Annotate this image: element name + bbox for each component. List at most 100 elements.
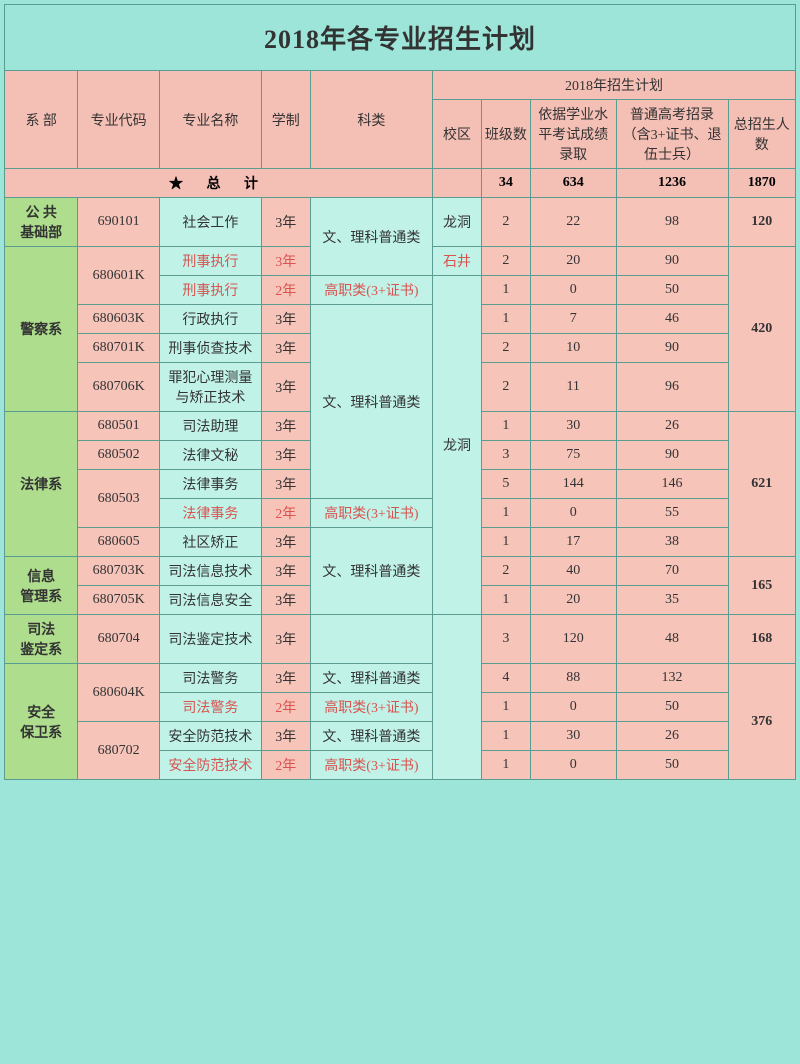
dept-cell: 警察系 [5, 247, 78, 412]
table-row: 司法 鉴定系 680704 司法鉴定技术 3年 3 120 48 168 [5, 615, 796, 664]
bylevel-cell: 75 [530, 441, 616, 470]
name-cell: 法律事务 [159, 470, 261, 499]
years-cell: 3年 [261, 586, 310, 615]
table-row: 安全 保卫系 680604K 司法警务 3年 文、理科普通类 4 88 132 … [5, 664, 796, 693]
years-cell: 3年 [261, 363, 310, 412]
byexam-cell: 46 [616, 305, 728, 334]
total-cell: 165 [728, 557, 795, 615]
code-cell: 680704 [78, 615, 160, 664]
table-wrapper: 2018年各专业招生计划 系 部 专业代码 专业名称 学制 科类 2018年招生… [0, 0, 800, 784]
subject-cell: 文、理科普通类 [310, 722, 432, 751]
classes-cell: 2 [481, 334, 530, 363]
bylevel-cell: 11 [530, 363, 616, 412]
table-row: 公 共 基础部 690101 社会工作 3年 文、理科普通类 龙洞 2 22 9… [5, 198, 796, 247]
code-cell: 680706K [78, 363, 160, 412]
byexam-cell: 132 [616, 664, 728, 693]
code-cell: 680601K [78, 247, 160, 305]
bylevel-cell: 22 [530, 198, 616, 247]
classes-cell: 1 [481, 412, 530, 441]
col-byexam: 普通高考招录（含3+证书、退伍士兵） [616, 100, 728, 169]
bylevel-cell: 30 [530, 722, 616, 751]
bylevel-cell: 88 [530, 664, 616, 693]
code-cell: 680701K [78, 334, 160, 363]
bylevel-cell: 10 [530, 334, 616, 363]
col-subject: 科类 [310, 71, 432, 169]
code-cell: 680604K [78, 664, 160, 722]
bylevel-cell: 120 [530, 615, 616, 664]
subject-cell: 高职类(3+证书) [310, 751, 432, 780]
bylevel-cell: 0 [530, 751, 616, 780]
years-cell: 3年 [261, 412, 310, 441]
code-cell: 690101 [78, 198, 160, 247]
code-cell: 680705K [78, 586, 160, 615]
years-cell: 3年 [261, 557, 310, 586]
bylevel-cell: 144 [530, 470, 616, 499]
col-classes: 班级数 [481, 100, 530, 169]
years-cell: 3年 [261, 528, 310, 557]
years-cell: 2年 [261, 499, 310, 528]
dept-cell: 司法 鉴定系 [5, 615, 78, 664]
name-cell: 司法警务 [159, 693, 261, 722]
years-cell: 3年 [261, 470, 310, 499]
campus-cell [433, 615, 482, 780]
bylevel-cell: 0 [530, 499, 616, 528]
name-cell: 刑事侦查技术 [159, 334, 261, 363]
bylevel-cell: 17 [530, 528, 616, 557]
classes-cell: 2 [481, 198, 530, 247]
total-cell: 168 [728, 615, 795, 664]
classes-cell: 2 [481, 557, 530, 586]
classes-cell: 1 [481, 722, 530, 751]
campus-cell: 龙洞 [433, 198, 482, 247]
byexam-cell: 70 [616, 557, 728, 586]
col-name: 专业名称 [159, 71, 261, 169]
classes-cell: 3 [481, 441, 530, 470]
name-cell: 罪犯心理测量与矫正技术 [159, 363, 261, 412]
years-cell: 2年 [261, 693, 310, 722]
name-cell: 安全防范技术 [159, 751, 261, 780]
col-dept: 系 部 [5, 71, 78, 169]
byexam-cell: 90 [616, 334, 728, 363]
classes-cell: 1 [481, 499, 530, 528]
total-cell: 120 [728, 198, 795, 247]
bylevel-cell: 30 [530, 412, 616, 441]
years-cell: 2年 [261, 751, 310, 780]
classes-cell: 2 [481, 247, 530, 276]
byexam-cell: 55 [616, 499, 728, 528]
page-title: 2018年各专业招生计划 [5, 5, 796, 71]
byexam-cell: 98 [616, 198, 728, 247]
classes-cell: 1 [481, 305, 530, 334]
subject-cell: 高职类(3+证书) [310, 276, 432, 305]
classes-cell: 3 [481, 615, 530, 664]
byexam-cell: 90 [616, 441, 728, 470]
classes-cell: 2 [481, 363, 530, 412]
totals-campus [433, 169, 482, 198]
table-row: 680603K 行政执行 3年 文、理科普通类 1 7 46 [5, 305, 796, 334]
code-cell: 680603K [78, 305, 160, 334]
subject-cell: 文、理科普通类 [310, 305, 432, 499]
table-row: 680702 安全防范技术 3年 文、理科普通类 1 30 26 [5, 722, 796, 751]
name-cell: 法律事务 [159, 499, 261, 528]
years-cell: 3年 [261, 247, 310, 276]
years-cell: 3年 [261, 305, 310, 334]
code-cell: 680605 [78, 528, 160, 557]
bylevel-cell: 20 [530, 586, 616, 615]
years-cell: 2年 [261, 276, 310, 305]
years-cell: 3年 [261, 615, 310, 664]
code-cell: 680503 [78, 470, 160, 528]
totals-byexam: 1236 [616, 169, 728, 198]
code-cell: 680502 [78, 441, 160, 470]
subject-cell [310, 615, 432, 664]
years-cell: 3年 [261, 441, 310, 470]
bylevel-cell: 0 [530, 276, 616, 305]
total-cell: 621 [728, 412, 795, 557]
name-cell: 司法警务 [159, 664, 261, 693]
code-cell: 680501 [78, 412, 160, 441]
name-cell: 法律文秘 [159, 441, 261, 470]
classes-cell: 5 [481, 470, 530, 499]
name-cell: 社会工作 [159, 198, 261, 247]
classes-cell: 1 [481, 276, 530, 305]
col-code: 专业代码 [78, 71, 160, 169]
classes-cell: 1 [481, 586, 530, 615]
col-years: 学制 [261, 71, 310, 169]
byexam-cell: 96 [616, 363, 728, 412]
